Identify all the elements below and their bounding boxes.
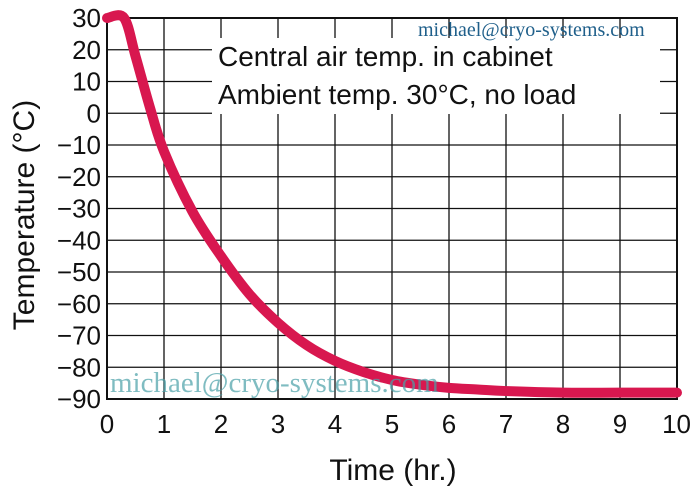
x-tick-label: 5 <box>385 409 399 439</box>
y-tick-label: −10 <box>57 130 101 160</box>
watermark-top: michael@cryo-systems.com <box>418 19 645 41</box>
x-tick-label: 6 <box>442 409 456 439</box>
y-tick-label: −80 <box>57 352 101 382</box>
x-axis-label: Time (hr.) <box>329 454 456 487</box>
y-tick-label: 20 <box>72 35 101 65</box>
y-axis-label: Temperature (°C) <box>8 100 41 330</box>
annotation-line-1: Central air temp. in cabinet <box>218 41 553 72</box>
x-tick-label: 1 <box>157 409 171 439</box>
series-line <box>102 10 682 398</box>
annotation-background <box>212 38 660 114</box>
y-tick-label: −90 <box>57 384 101 414</box>
y-tick-label: −30 <box>57 194 101 224</box>
x-tick-label: 8 <box>556 409 570 439</box>
y-tick-label: −50 <box>57 257 101 287</box>
y-tick-label: 10 <box>72 67 101 97</box>
x-tick-label: 7 <box>499 409 513 439</box>
x-tick-label: 0 <box>100 409 114 439</box>
x-tick-label: 9 <box>613 409 627 439</box>
y-tick-label: 30 <box>72 3 101 33</box>
x-tick-labels: 0 1 2 3 4 5 6 7 8 9 10 <box>100 409 691 439</box>
watermark-bottom: michael@cryo-systems.com <box>110 367 439 399</box>
x-tick-label: 2 <box>214 409 228 439</box>
x-tick-label: 3 <box>271 409 285 439</box>
y-tick-label: −60 <box>57 289 101 319</box>
y-tick-label: −70 <box>57 321 101 351</box>
y-tick-label: 0 <box>87 98 101 128</box>
x-tick-label: 10 <box>662 409 691 439</box>
plot-frame <box>106 17 678 400</box>
y-tick-label: −40 <box>57 225 101 255</box>
x-tick-label: 4 <box>328 409 342 439</box>
y-tick-label: −20 <box>57 162 101 192</box>
annotation-line-2: Ambient temp. 30°C, no load <box>218 79 576 110</box>
